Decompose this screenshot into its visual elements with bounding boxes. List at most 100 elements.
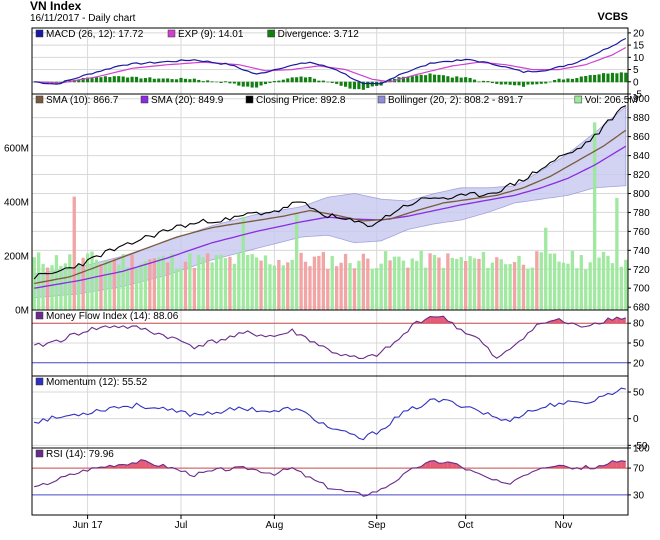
volume-bar [268, 264, 272, 310]
volume-bar [548, 253, 552, 310]
macd-divergence-bar [148, 77, 152, 83]
price-legend-swatch-2 [245, 95, 254, 104]
macd-divergence-bar [303, 77, 308, 83]
macd-divergence-bar [183, 78, 188, 83]
volume-bar [183, 261, 188, 310]
volume-bar [495, 257, 499, 310]
mfi-line [33, 315, 626, 359]
macd-divergence-bar [335, 81, 339, 84]
volume-bar [615, 197, 619, 310]
macd-divergence-bar [143, 78, 147, 83]
sma20-line [34, 145, 627, 289]
macd-divergence-bar [526, 81, 530, 85]
volume-bar [219, 254, 223, 310]
momentum-legend-swatch-0 [35, 377, 44, 386]
macd-divergence-bar [219, 81, 223, 83]
volume-bar [335, 266, 339, 310]
rsi-overbought-fill [438, 463, 444, 469]
macd-divergence-bar [339, 81, 343, 86]
macd-divergence-bar [210, 81, 214, 83]
macd-divergence-bar [575, 78, 579, 83]
volume-bar [423, 267, 428, 310]
mfi-overbought-fill [438, 316, 444, 324]
volume-bar [143, 261, 148, 310]
xtick-label-jun17: Jun 17 [73, 520, 103, 531]
volume-bar [326, 268, 330, 310]
volume-bar [317, 255, 321, 310]
macd-divergence-bar [94, 76, 99, 83]
chart-subtitle: 16/11/2017 - Daily chart [30, 13, 136, 24]
macd-divergence-bar [553, 79, 557, 83]
macd-divergence-bar [139, 78, 143, 83]
macd-divergence-bar [232, 81, 236, 84]
rsi-legend-swatch-0 [35, 449, 44, 458]
macd-divergence-bar [366, 81, 370, 88]
volume-bar [575, 268, 579, 310]
rsi-overbought-fill [612, 460, 617, 469]
macd-divergence-bar [424, 75, 428, 83]
price-ytick-label: 820 [633, 170, 650, 181]
macd-divergence-bar [557, 78, 561, 83]
macd-divergence-bar [615, 73, 619, 83]
rsi-overbought-fill [149, 463, 155, 469]
macd-divergence-bar [161, 78, 165, 83]
macd-divergence-bar [241, 81, 245, 87]
price-legend-label-1: SMA (20): 849.9 [151, 95, 224, 106]
macd-divergence-bar [223, 81, 228, 83]
volume-bar [348, 263, 352, 310]
volume-bar [277, 260, 281, 310]
macd-divergence-bar [486, 81, 490, 83]
volume-bar [437, 257, 441, 310]
macd-divergence-bar [477, 81, 481, 83]
price-ytick-label: 780 [633, 208, 650, 219]
volume-bar [330, 255, 334, 310]
macd-legend-label-0: MACD (26, 12): 17.72 [46, 29, 144, 40]
volume-bar [210, 262, 214, 310]
volume-bar [170, 253, 174, 310]
macd-divergence-bar [548, 81, 552, 83]
volume-bar [428, 253, 432, 310]
macd-legend-swatch-0 [35, 29, 44, 38]
volume-bar [504, 264, 508, 310]
mfi-overbought-fill [430, 316, 435, 324]
macd-divergence-bar [259, 81, 263, 86]
price-legend-swatch-4 [574, 95, 583, 104]
volume-bar [441, 267, 446, 310]
macd-divergence-bar [317, 80, 321, 83]
volume-bar [45, 267, 50, 310]
volume-bar [85, 253, 90, 310]
volume-bar [263, 255, 268, 310]
volume-bar [521, 264, 526, 310]
volume-bar [72, 196, 76, 310]
price-ytick-label: 880 [633, 113, 650, 124]
volume-bar [357, 260, 361, 310]
volume-bar [588, 262, 592, 310]
macd-divergence-bar [610, 72, 614, 83]
momentum-legend-label-0: Momentum (12): 55.52 [46, 377, 148, 388]
volume-bar [228, 256, 232, 310]
volume-bar [526, 268, 530, 310]
volume-bar [112, 258, 116, 310]
volume-bar [246, 254, 250, 310]
macd-divergence-bar [281, 79, 285, 83]
volume-bar [81, 257, 85, 310]
rsi-overbought-fill [132, 462, 137, 469]
volume-bar [281, 265, 285, 310]
macd-divergence-bar [530, 81, 534, 85]
macd-divergence-bar [401, 76, 405, 83]
macd-divergence-bar [588, 75, 592, 83]
rsi-panel-frame [31, 447, 629, 516]
volume-bar [303, 261, 308, 310]
macd-divergence-bar [59, 81, 63, 83]
volume-bar [584, 269, 588, 310]
macd-divergence-bar [513, 81, 517, 86]
macd-divergence-bar [584, 76, 588, 83]
price-legend-swatch-1 [140, 95, 149, 104]
volume-bar [214, 255, 219, 310]
volume-bar [188, 253, 192, 310]
volume-bar [410, 258, 414, 310]
macd-divergence-bar [464, 77, 468, 83]
volume-bar [308, 266, 312, 310]
mfi-overbought-fill [434, 316, 439, 324]
volume-bar [517, 255, 521, 310]
